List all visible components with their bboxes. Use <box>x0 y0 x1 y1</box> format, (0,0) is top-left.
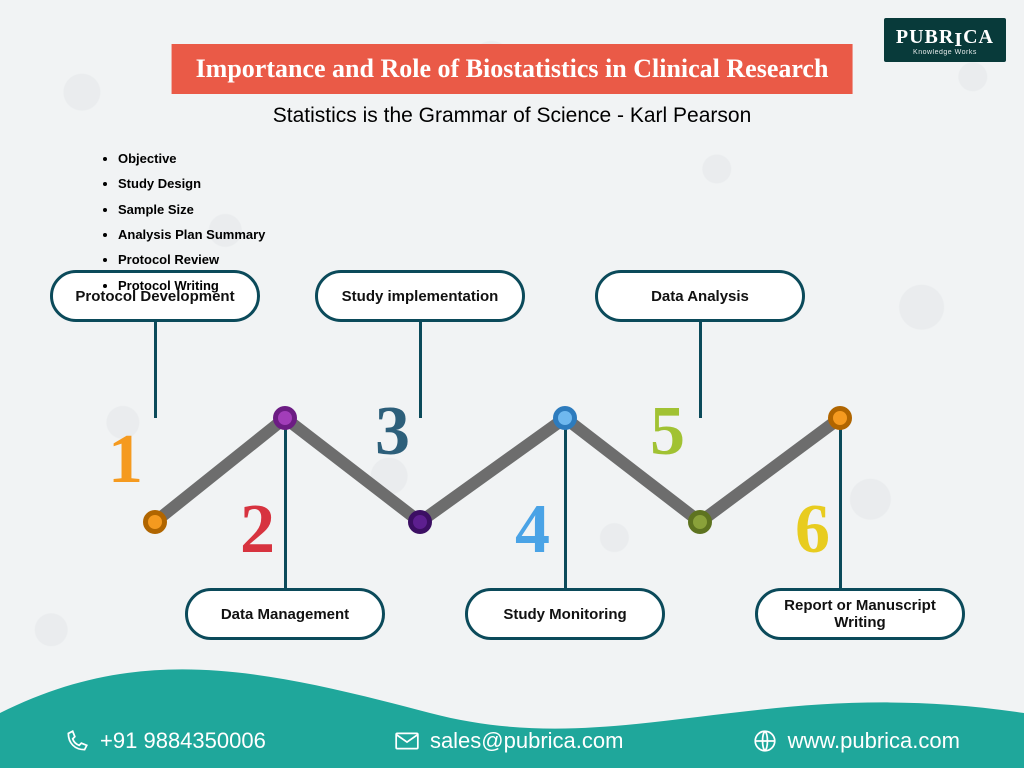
zigzag-node <box>273 406 297 430</box>
bullet-item: Study Design <box>118 171 265 196</box>
stage-number: 3 <box>375 392 410 472</box>
page-subtitle: Statistics is the Grammar of Science - K… <box>273 104 752 128</box>
brand-name: PUBRICA <box>896 26 994 49</box>
stage-number: 5 <box>650 392 685 472</box>
zigzag-node <box>553 406 577 430</box>
stage-number: 2 <box>240 490 275 570</box>
zigzag-line <box>0 270 1024 650</box>
footer: +91 9884350006 sales@pubrica.com www.pub… <box>0 658 1024 768</box>
email-text: sales@pubrica.com <box>430 728 624 754</box>
web-text: www.pubrica.com <box>788 728 960 754</box>
page-title: Importance and Role of Biostatistics in … <box>172 44 853 94</box>
process-diagram: 123456Protocol DevelopmentStudy implemen… <box>0 270 1024 650</box>
bullet-item: Protocol Review <box>118 247 265 272</box>
contact-email: sales@pubrica.com <box>394 728 624 754</box>
bullet-item: Analysis Plan Summary <box>118 222 265 247</box>
bullet-item: Sample Size <box>118 197 265 222</box>
globe-icon <box>752 728 778 754</box>
stage-number: 1 <box>108 420 143 500</box>
contact-bar: +91 9884350006 sales@pubrica.com www.pub… <box>0 728 1024 754</box>
brand-logo: PUBRICA Knowledge Works <box>884 18 1006 62</box>
stage-number: 4 <box>515 490 550 570</box>
bullet-item: Protocol Writing <box>118 273 265 298</box>
zigzag-node <box>688 510 712 534</box>
brand-tagline: Knowledge Works <box>896 49 994 56</box>
phone-icon <box>64 728 90 754</box>
zigzag-node <box>408 510 432 534</box>
stage-number: 6 <box>795 490 830 570</box>
zigzag-node <box>828 406 852 430</box>
bullet-item: Objective <box>118 146 265 171</box>
phone-text: +91 9884350006 <box>100 728 266 754</box>
zigzag-node <box>143 510 167 534</box>
contact-web: www.pubrica.com <box>752 728 960 754</box>
bullet-list: Objective Study Design Sample Size Analy… <box>100 146 265 298</box>
contact-phone: +91 9884350006 <box>64 728 266 754</box>
mail-icon <box>394 728 420 754</box>
